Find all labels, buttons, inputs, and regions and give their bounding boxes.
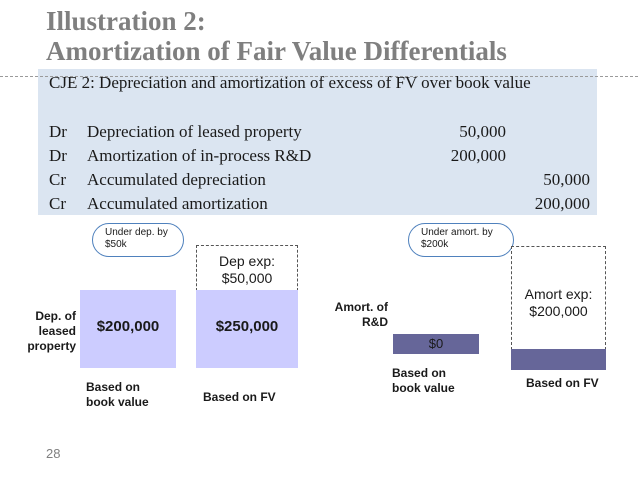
dep-book-caption-line2: book value [86,395,149,409]
page-number: 28 [46,446,61,461]
amort-book-caption-line1: Based on [392,366,447,380]
entry-2-account: Amortization of in-process R&D [87,146,312,165]
title-divider [0,76,638,77]
amort-book-value-bar [393,334,479,354]
amort-label-line2: R&D [362,315,388,329]
entry-1-dc: Dr [49,122,67,141]
amort-book-value-amount: $0 [428,336,444,351]
under-amort-callout-line1: Under amort. by [421,227,493,238]
amort-book-caption: Based on book value [392,366,482,396]
entry-2-debit: 200,000 [450,146,506,165]
dep-book-caption: Based on book value [86,380,176,410]
dep-label-line1: Dep. of [35,309,76,323]
entry-4-account: Accumulated amortization [87,194,268,213]
amort-exp-line1: Amort exp: [524,286,593,302]
under-dep-callout-line1: Under dep. by [105,227,168,238]
entry-3-dc: Cr [49,170,66,189]
entry-2-dc: Dr [49,146,67,165]
dep-leased-property-label: Dep. of leased property [18,309,76,354]
dep-exp-line2: $50,000 [221,270,273,286]
entry-3-account: Accumulated depreciation [87,170,266,189]
dep-fair-value-bar [196,290,298,368]
amort-rd-label: Amort. of R&D [322,300,388,330]
dep-exp-line1: Dep exp: [218,253,276,269]
title-line-1: Illustration 2: [46,6,206,36]
amort-exp-line2: $200,000 [529,303,588,319]
amort-fair-value-bar [511,349,606,370]
entry-4-dc: Cr [49,194,66,213]
entry-1-account: Depreciation of leased property [87,122,302,141]
dep-label-line3: property [27,339,76,353]
under-amort-callout: Under amort. by $200k [408,223,514,257]
under-dep-callout-line2: $50k [105,239,127,250]
under-dep-callout: Under dep. by $50k [92,223,184,257]
cje-box [38,69,597,215]
under-amort-callout-line2: $200k [421,239,449,250]
amort-label-line1: Amort. of [334,300,388,314]
dep-book-value-bar [80,290,176,368]
entry-3-credit: 50,000 [543,170,590,189]
entry-4-credit: 200,000 [534,194,590,213]
dep-book-caption-line1: Based on [86,380,141,394]
dep-label-line2: leased [38,324,76,338]
dep-book-value-amount: $200,000 [96,318,160,335]
entry-1-debit: 50,000 [459,122,506,141]
dep-expense-label: Dep exp: $50,000 [196,253,298,287]
dep-fv-caption: Based on FV [203,390,276,404]
amort-fv-caption: Based on FV [526,376,599,390]
dep-fair-value-amount: $250,000 [215,318,279,335]
amort-expense-label: Amort exp: $200,000 [511,286,606,320]
amort-expense-box [511,246,606,350]
title-line-2: Amortization of Fair Value Differentials [46,36,507,66]
cje-heading: CJE 2: Depreciation and amortization of … [49,73,531,92]
amort-book-caption-line2: book value [392,381,455,395]
